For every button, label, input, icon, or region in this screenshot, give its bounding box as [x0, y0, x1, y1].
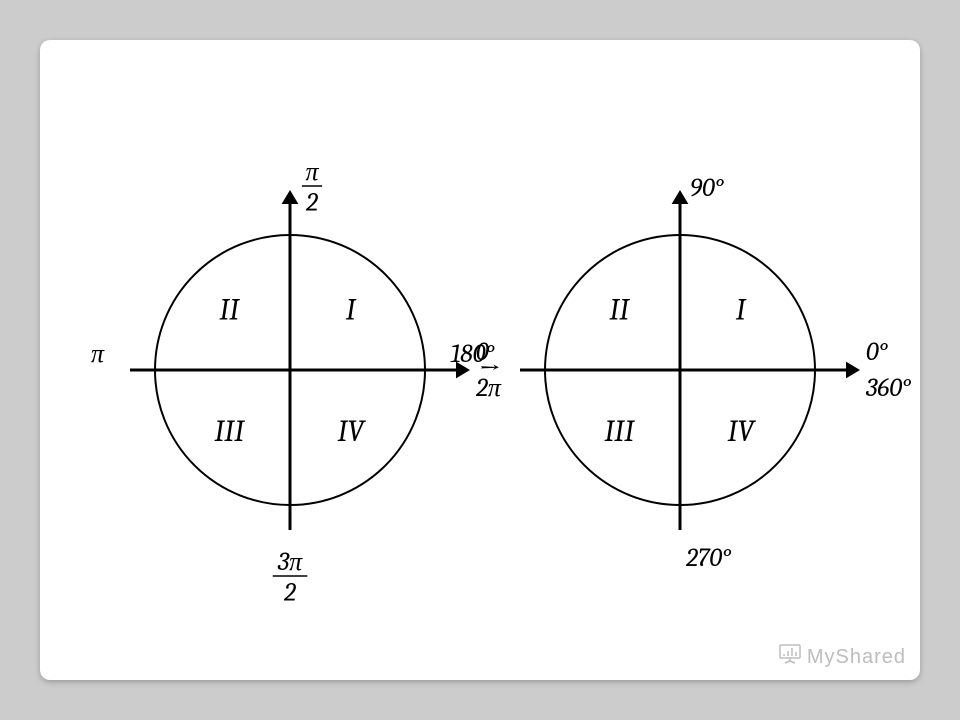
svg-text:III: III [604, 414, 635, 449]
diagram-svg: IIIIIIIVπ23π2π02πIIIIIIIV90°270°180°0°36… [40, 40, 920, 680]
svg-text:π: π [305, 157, 319, 187]
watermark: MyShared [779, 644, 906, 670]
svg-text:2: 2 [283, 578, 296, 608]
presentation-icon [779, 644, 801, 670]
watermark-text: MyShared [807, 646, 906, 669]
svg-text:II: II [609, 292, 630, 327]
svg-text:0°: 0° [866, 337, 889, 367]
svg-text:IV: IV [728, 414, 757, 449]
svg-text:90°: 90° [690, 173, 725, 203]
svg-text:II: II [219, 292, 240, 327]
svg-text:→: → [479, 353, 500, 385]
svg-text:IV: IV [338, 414, 367, 449]
svg-text:270°: 270° [685, 543, 732, 573]
svg-text:I: I [346, 292, 357, 327]
svg-text:3π: 3π [277, 547, 303, 577]
svg-text:III: III [214, 414, 245, 449]
svg-text:I: I [736, 292, 747, 327]
svg-text:360°: 360° [865, 373, 912, 403]
svg-text:π: π [91, 339, 105, 369]
diagram-container: IIIIIIIVπ23π2π02πIIIIIIIV90°270°180°0°36… [40, 40, 920, 680]
svg-text:2: 2 [305, 188, 318, 218]
content-card: IIIIIIIVπ23π2π02πIIIIIIIV90°270°180°0°36… [40, 40, 920, 680]
